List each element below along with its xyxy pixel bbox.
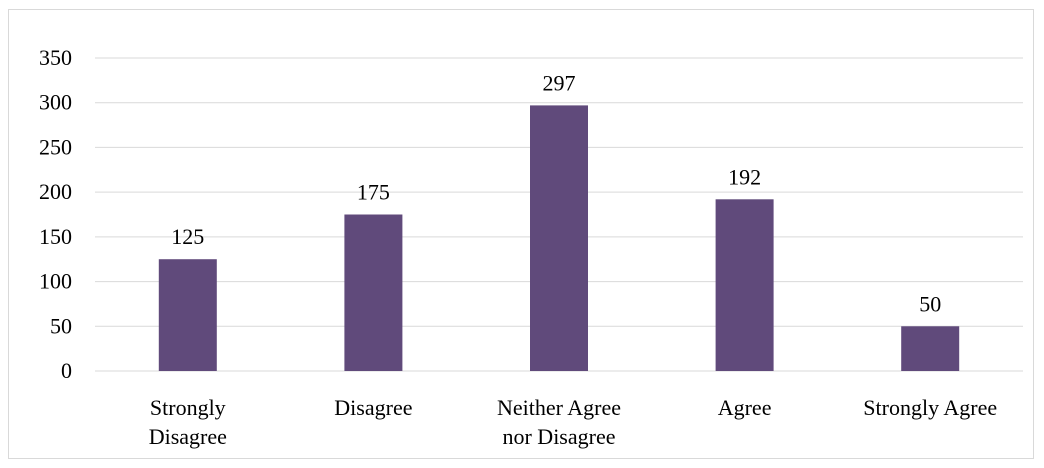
bar xyxy=(344,214,403,371)
bars xyxy=(158,105,960,371)
y-tick-label: 50 xyxy=(50,313,72,338)
data-label: 125 xyxy=(171,224,204,249)
x-category-label: Strongly xyxy=(150,395,226,420)
x-category-label: Disagree xyxy=(334,395,412,420)
y-tick-label: 300 xyxy=(39,90,72,115)
y-tick-label: 350 xyxy=(39,45,72,70)
y-tick-label: 150 xyxy=(39,224,72,249)
bar xyxy=(901,326,960,371)
y-tick-label: 0 xyxy=(61,358,72,383)
x-category-label: Agree xyxy=(718,395,772,420)
x-axis-categories: Strongly Disagree Disagree Neither Agree nor… xyxy=(149,395,997,449)
data-label: 175 xyxy=(357,180,390,205)
y-tick-label: 200 xyxy=(39,179,72,204)
data-label: 192 xyxy=(728,164,761,189)
data-label: 50 xyxy=(919,291,941,316)
x-category-label: Neither Agree xyxy=(497,395,621,420)
x-category-label: Strongly Agree xyxy=(863,395,997,420)
x-category-label: nor Disagree xyxy=(502,424,615,449)
data-labels: 125 175 297 192 50 xyxy=(171,70,941,316)
chart-frame xyxy=(8,9,1034,459)
bar xyxy=(158,259,217,371)
y-tick-label: 100 xyxy=(39,269,72,294)
bar xyxy=(715,199,774,371)
y-tick-label: 250 xyxy=(39,134,72,159)
data-label: 297 xyxy=(543,70,576,95)
x-category-label: Disagree xyxy=(149,424,227,449)
y-axis-ticks: 0 50 100 150 200 250 300 350 xyxy=(39,45,72,383)
bar xyxy=(530,105,588,371)
